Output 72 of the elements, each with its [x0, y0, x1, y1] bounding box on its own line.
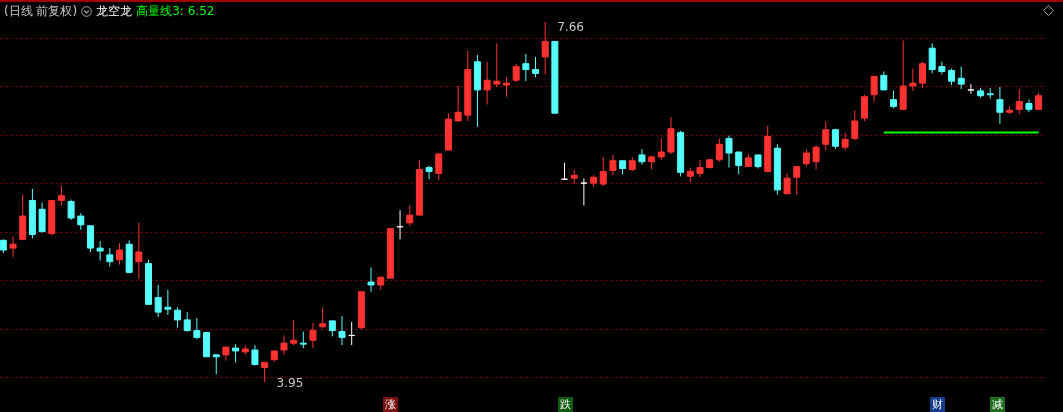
candlestick — [715, 137, 723, 163]
candlestick — [783, 172, 791, 195]
candlestick — [38, 201, 46, 234]
candlestick — [183, 311, 191, 333]
candlestick — [1015, 88, 1023, 115]
chart-title: (日线 前复权) — [4, 3, 78, 20]
candlestick — [96, 240, 104, 262]
candlestick — [667, 116, 675, 155]
candlestick — [522, 53, 530, 82]
text: 高量线3: 6.52 — [136, 3, 215, 20]
candlestick — [106, 247, 114, 268]
candlestick — [425, 165, 433, 180]
candlestick — [193, 317, 201, 340]
candlestick — [657, 137, 665, 161]
candlestick — [938, 61, 946, 75]
candlestick — [367, 267, 375, 293]
annotation: 7.66 — [557, 20, 584, 34]
candlestick — [909, 68, 917, 92]
candlestick — [880, 70, 888, 91]
candlestick — [841, 132, 849, 151]
candlestick — [512, 63, 520, 83]
text: 涨 — [382, 397, 398, 412]
candlestick — [135, 222, 143, 280]
candlestick — [870, 75, 878, 103]
candlestick — [725, 135, 733, 169]
text: 跌 — [557, 397, 573, 412]
candlestick — [174, 306, 182, 329]
candlestick — [638, 148, 646, 166]
candlestick — [860, 94, 868, 122]
candlestick — [899, 39, 907, 110]
candlestick — [251, 344, 259, 366]
candlestick — [599, 156, 607, 187]
candlestick — [309, 322, 317, 349]
candlestick — [57, 185, 65, 206]
chart-subtitle: 龙空龙 — [96, 3, 133, 20]
candlestick — [454, 85, 462, 122]
candlestick — [609, 154, 617, 176]
candlestick — [957, 66, 965, 90]
candlestick — [822, 121, 830, 151]
candlestick — [541, 21, 549, 75]
candlestick — [735, 151, 743, 175]
candlestick — [280, 334, 288, 356]
candlestick — [290, 319, 298, 346]
candlestick — [919, 61, 927, 89]
candlestick — [319, 306, 327, 330]
candlestick — [338, 315, 346, 346]
candlestick — [86, 225, 94, 253]
candlestick — [851, 109, 859, 141]
candlestick — [532, 56, 540, 78]
candlestick — [164, 289, 172, 316]
candlestick — [812, 144, 820, 170]
candlestick — [406, 204, 414, 227]
candlestick — [19, 194, 27, 240]
candlestick — [483, 61, 491, 105]
candlestick — [435, 152, 443, 181]
candlestick — [115, 242, 123, 266]
candlestick — [212, 354, 220, 375]
candlestick — [928, 42, 936, 74]
candlestick — [580, 177, 588, 206]
candlestick — [996, 86, 1004, 125]
text: 减 — [990, 397, 1006, 412]
annotation: 3.95 — [276, 376, 304, 390]
candlestick — [232, 343, 240, 364]
candlestick — [67, 199, 75, 221]
candlestick — [9, 235, 17, 258]
candlestick — [502, 76, 510, 98]
text: 财 — [929, 397, 945, 412]
candlestick — [493, 42, 501, 88]
candlestick — [793, 166, 801, 196]
candlestick — [696, 159, 704, 178]
candlestick — [154, 284, 162, 318]
candlestick — [967, 83, 975, 95]
